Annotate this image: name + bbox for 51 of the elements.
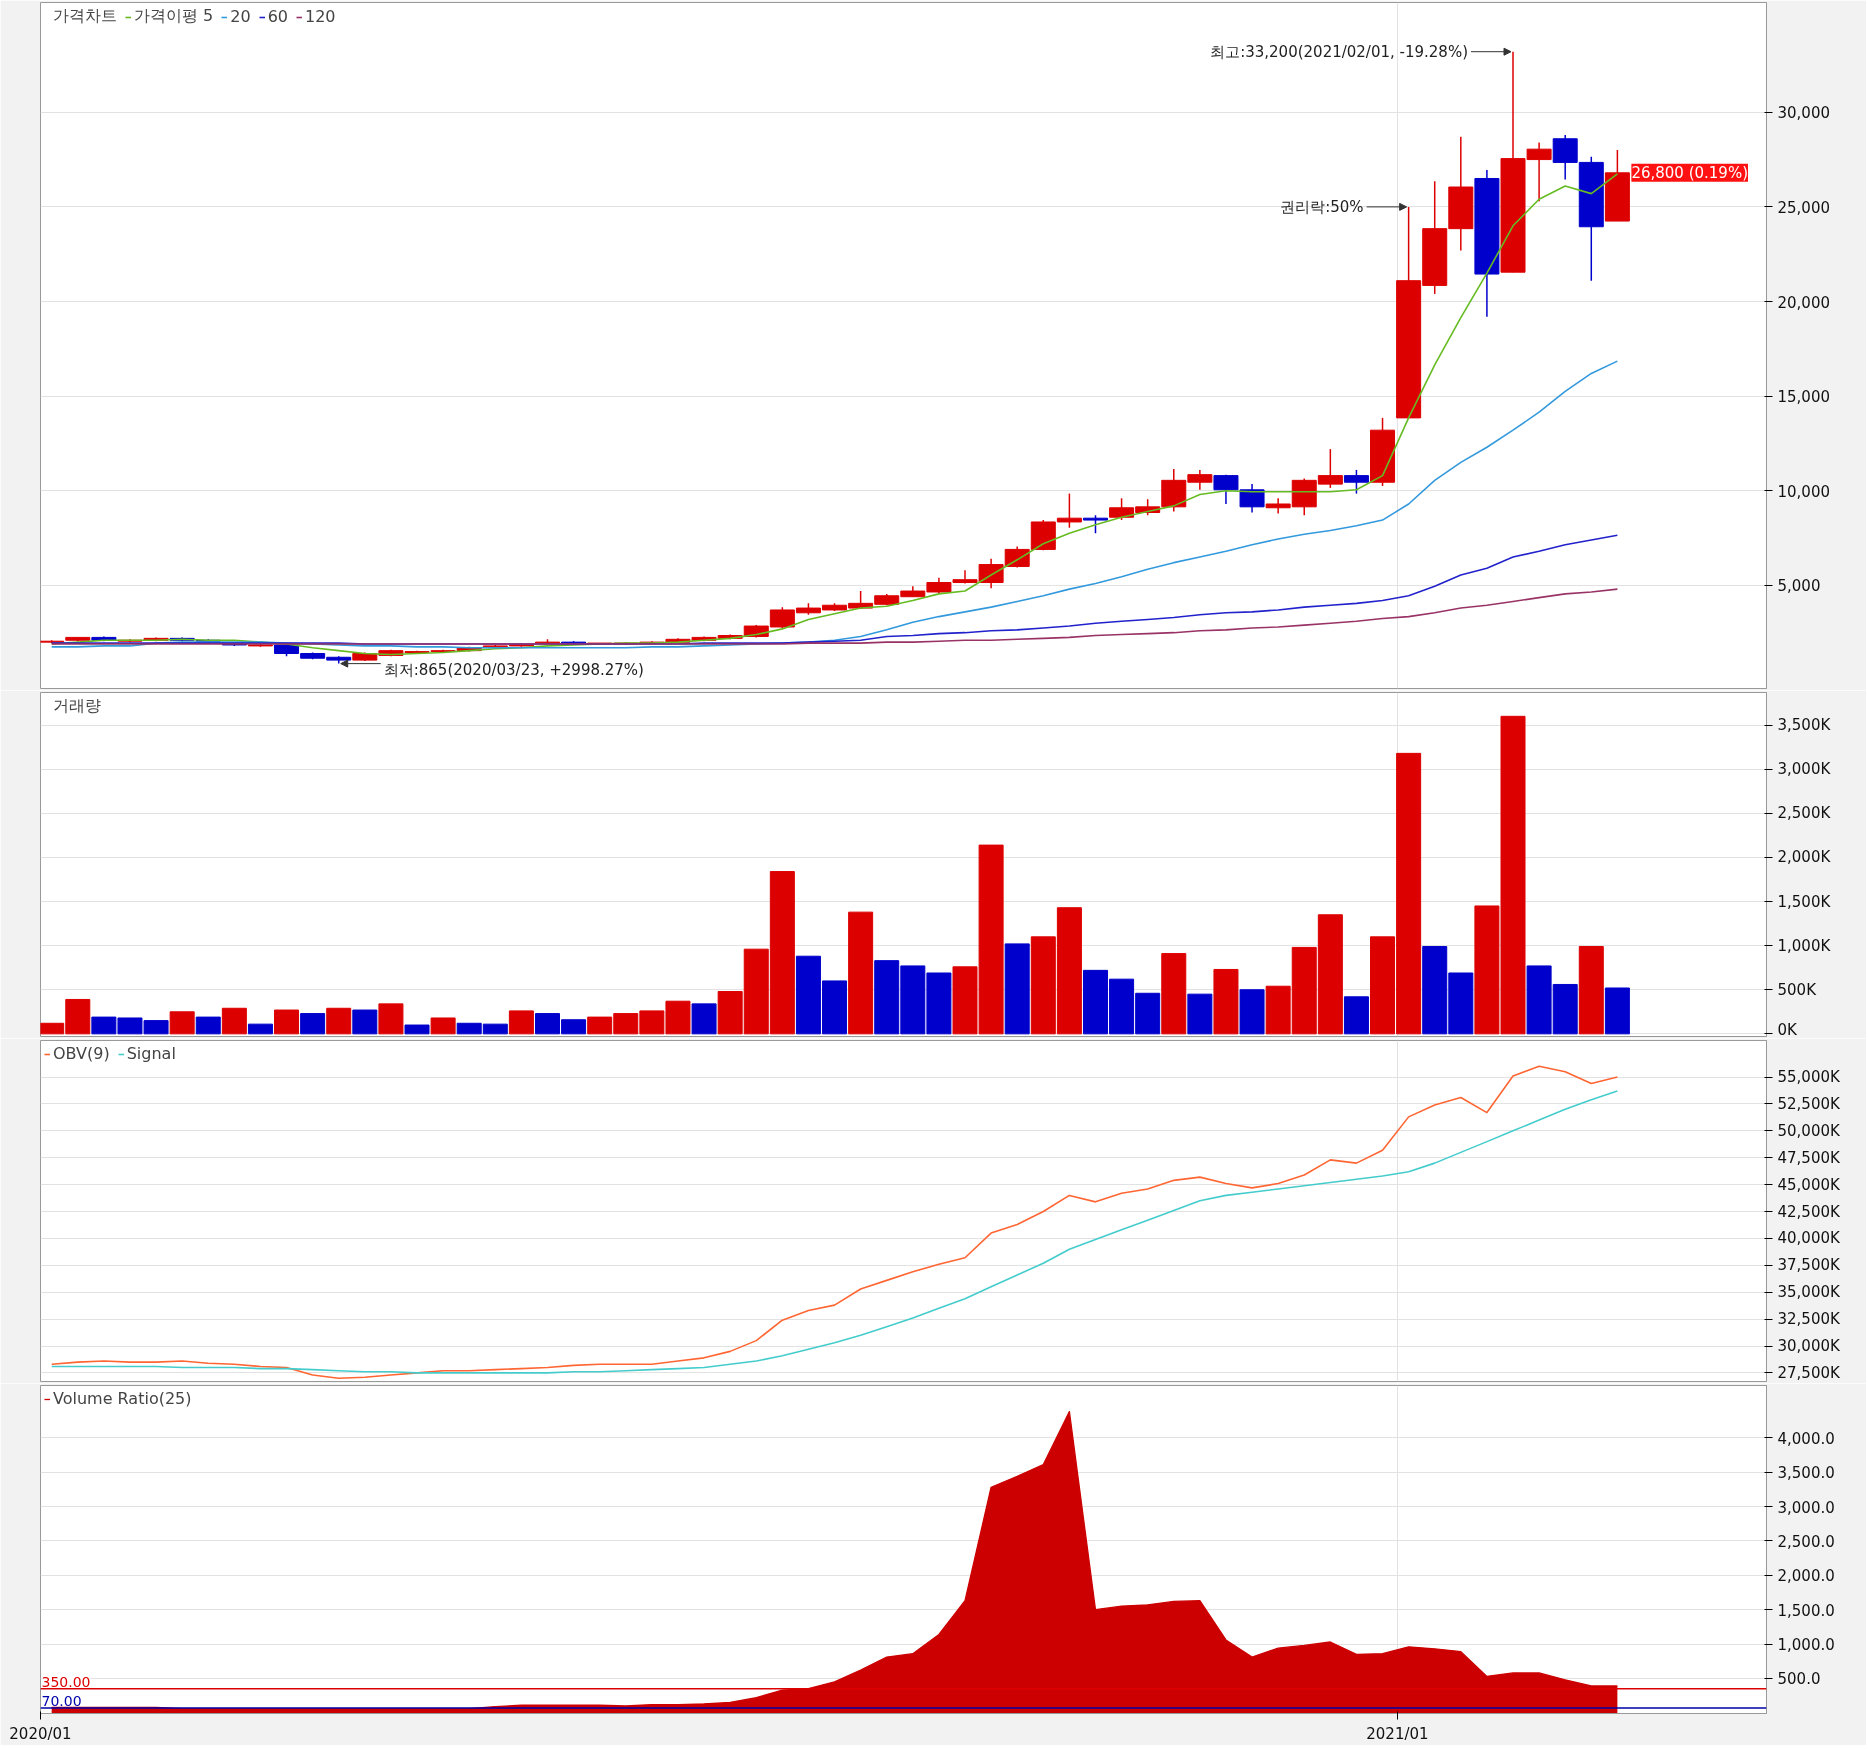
y-tick-label: 30,000 <box>1777 104 1830 123</box>
y-tick-label: 35,000K <box>1777 1283 1841 1302</box>
y-tick-label: 15,000 <box>1777 388 1830 407</box>
legend-label: Signal <box>126 1044 176 1063</box>
legend-label: 60 <box>267 7 288 26</box>
y-tick-label: 10,000 <box>1777 482 1830 501</box>
y-tick-label: 0K <box>1777 1020 1799 1039</box>
legend-label: 가격이평 5 <box>134 6 214 27</box>
y-tick-label: 45,000K <box>1777 1175 1841 1194</box>
x-tick-label: 2021/01 <box>1366 1724 1429 1743</box>
y-tick-label: 5,000 <box>1777 577 1821 596</box>
y-tick-label: 55,000K <box>1777 1068 1841 1087</box>
y-tick-label: 27,500K <box>1777 1363 1841 1382</box>
annotation: 최저:865(2020/03/23, +2998.27%) <box>383 660 644 679</box>
y-tick-label: 3,500K <box>1777 716 1832 735</box>
annotation: 최고:33,200(2021/02/01, -19.28%) <box>1210 42 1469 61</box>
text: 거래량 <box>53 696 101 717</box>
y-tick-label: 50,000K <box>1777 1121 1841 1140</box>
y-tick-label: 20,000 <box>1777 293 1830 312</box>
y-tick-label: 42,500K <box>1777 1202 1841 1221</box>
y-tick-label: 47,500K <box>1777 1148 1841 1167</box>
y-tick-label: 2,500.0 <box>1777 1532 1835 1551</box>
ref-line-label: 70.00 <box>41 1693 82 1709</box>
y-tick-label: 500.0 <box>1777 1670 1821 1689</box>
y-tick-label: 3,000.0 <box>1777 1498 1835 1517</box>
y-tick-label: 1,500.0 <box>1777 1601 1835 1620</box>
y-tick-label: 3,500.0 <box>1777 1464 1835 1483</box>
legend-label: 120 <box>304 7 336 26</box>
annotation: 권리락:50% <box>1280 197 1364 216</box>
legend-label: OBV(9) <box>53 1044 110 1063</box>
annotation: 26,800 (0.19%) <box>1631 163 1748 182</box>
y-tick-label: 1,000.0 <box>1777 1636 1835 1655</box>
y-tick-label: 500K <box>1777 980 1818 999</box>
y-tick-label: 32,500K <box>1777 1310 1841 1329</box>
ref-line-label: 350.00 <box>41 1673 91 1690</box>
y-tick-label: 40,000K <box>1777 1229 1841 1248</box>
y-tick-label: 37,500K <box>1777 1256 1841 1275</box>
y-tick-label: 25,000 <box>1777 198 1830 217</box>
x-tick-label: 2020/01 <box>9 1724 72 1743</box>
legend-label: Volume Ratio(25) <box>53 1389 192 1408</box>
y-tick-label: 2,000.0 <box>1777 1567 1835 1586</box>
y-tick-label: 1,000K <box>1777 936 1832 955</box>
y-tick-label: 1,500K <box>1777 892 1832 911</box>
y-tick-label: 52,500K <box>1777 1094 1841 1113</box>
y-tick-label: 30,000K <box>1777 1337 1841 1355</box>
legend-label: 20 <box>230 7 251 26</box>
y-tick-label: 3,000K <box>1777 760 1832 779</box>
y-tick-label: 2,000K <box>1777 848 1832 867</box>
chart-title: 가격차트 <box>53 6 117 27</box>
y-tick-label: 2,500K <box>1777 804 1832 823</box>
y-tick-label: 4,000.0 <box>1777 1429 1835 1448</box>
